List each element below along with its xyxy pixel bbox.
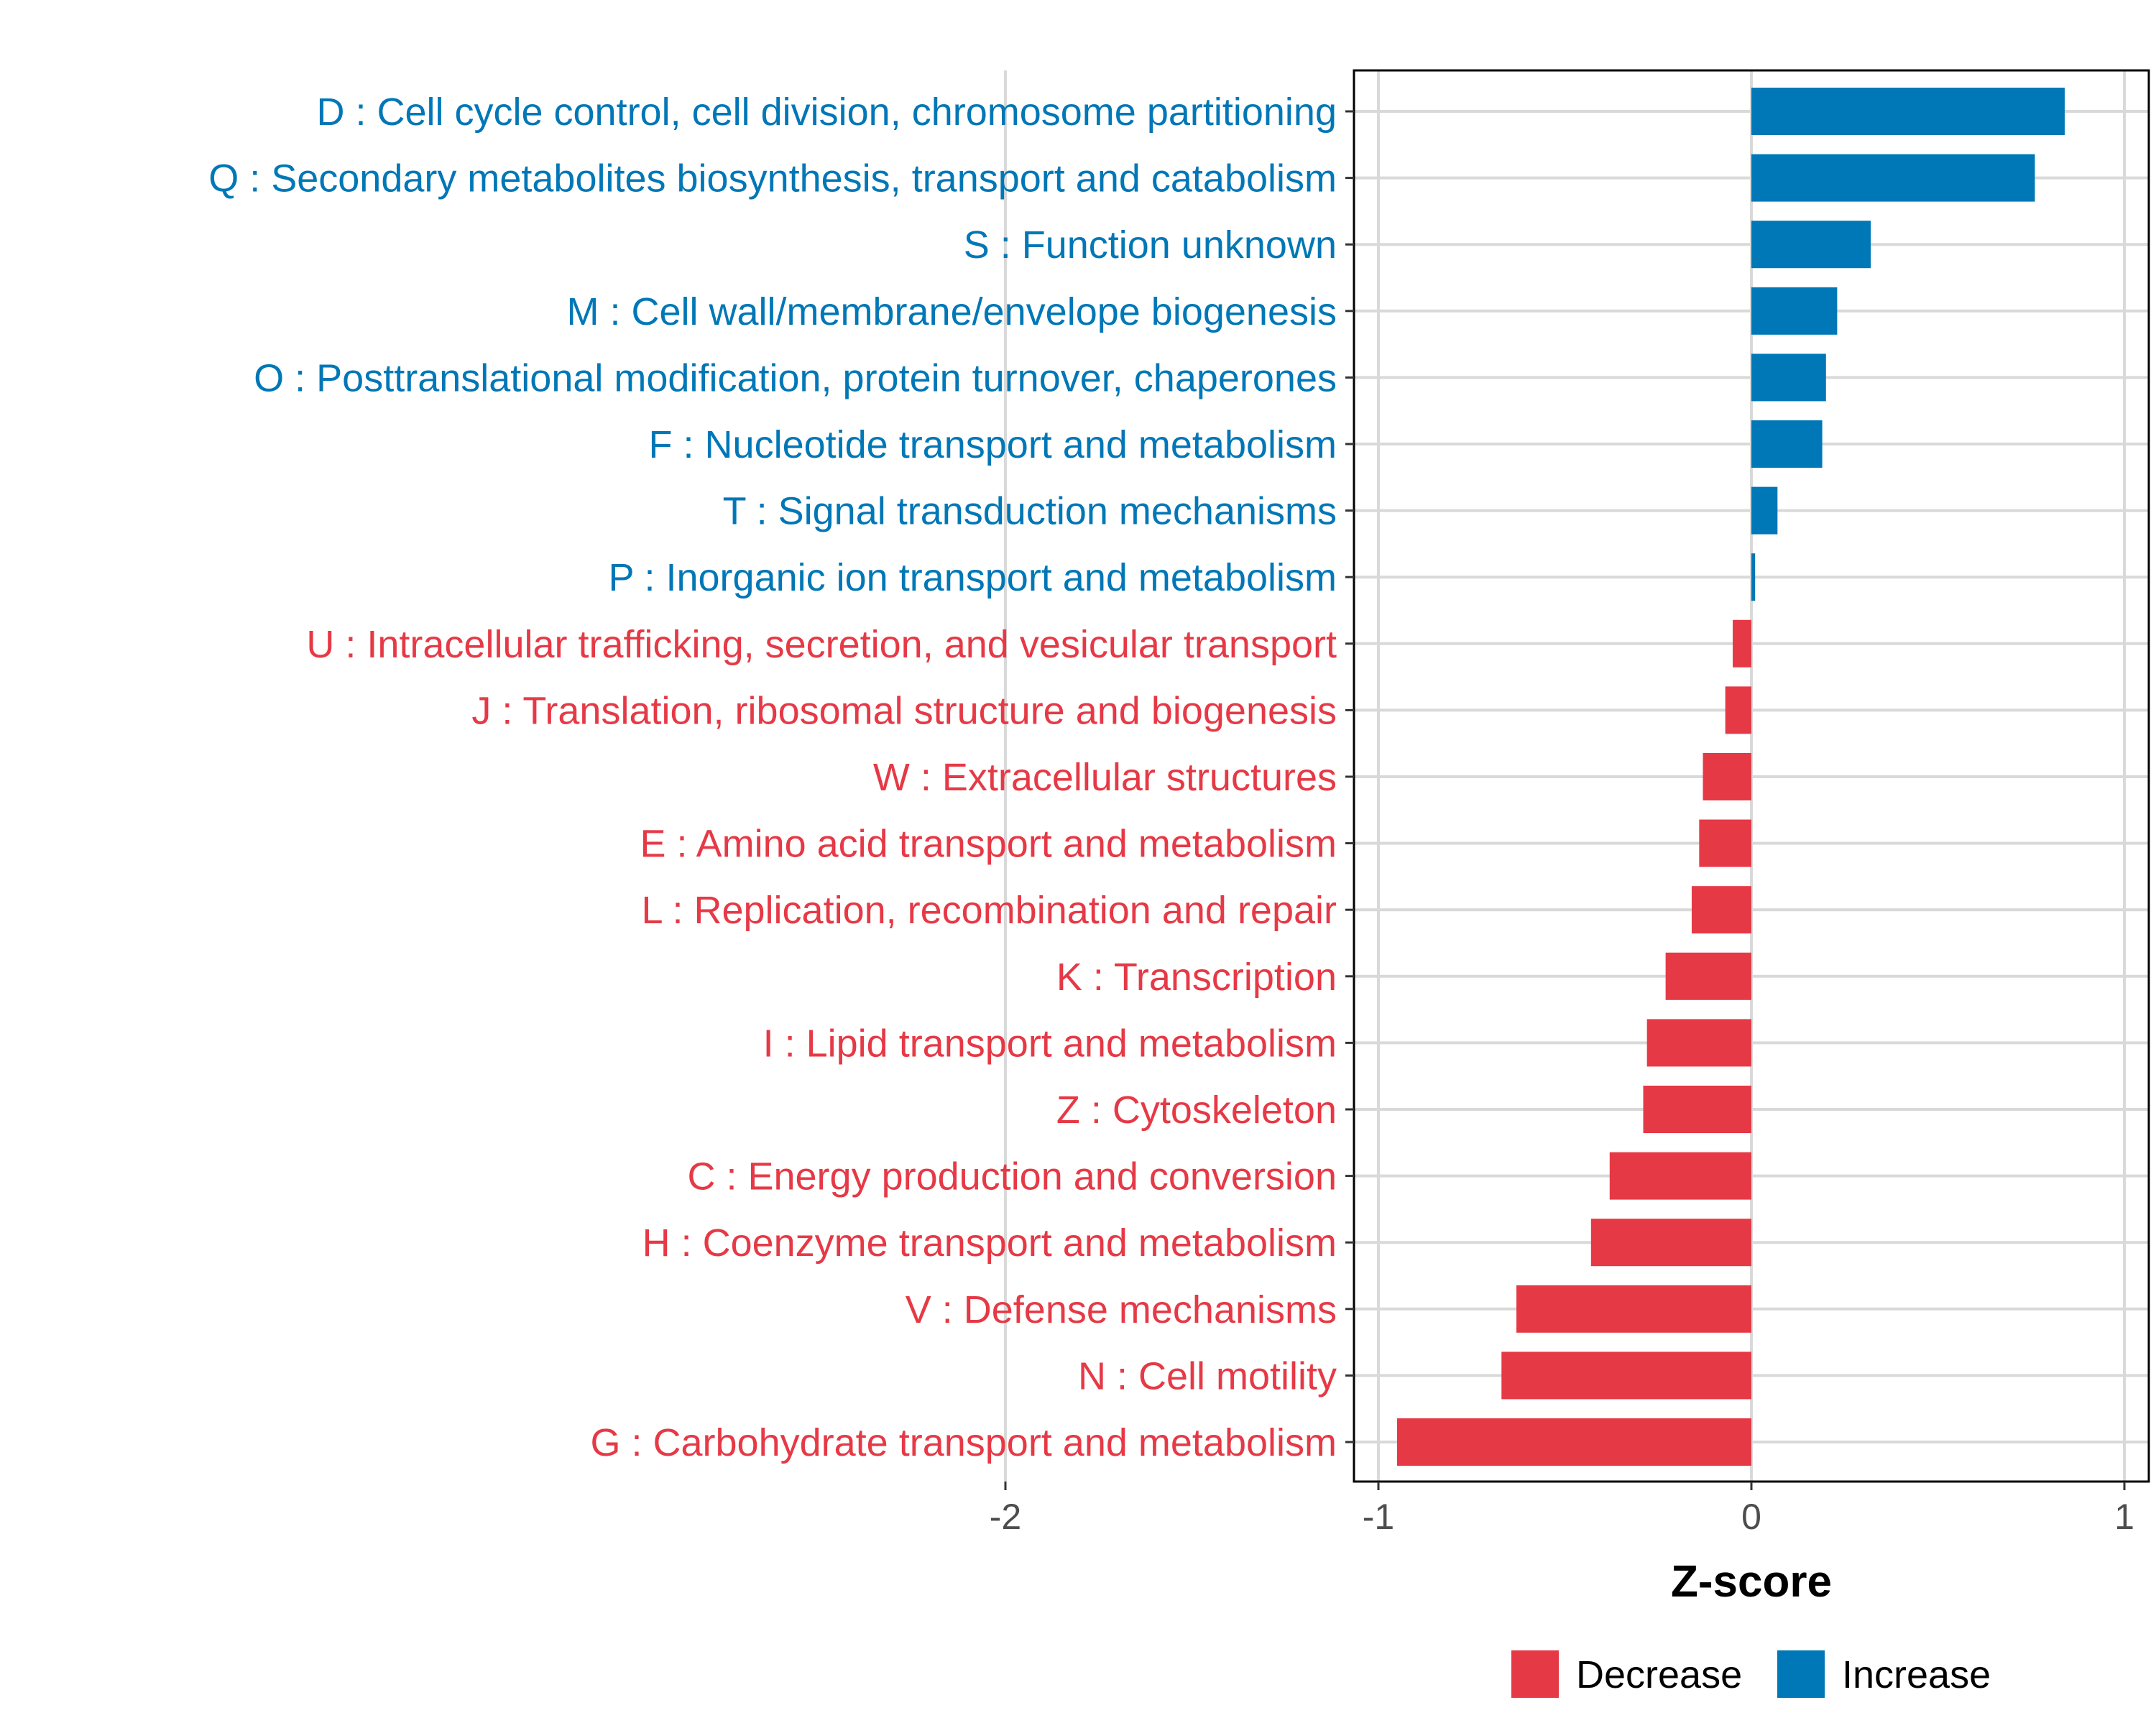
bar <box>1751 354 1826 402</box>
category-label: P : Inorganic ion transport and metaboli… <box>608 556 1337 599</box>
bar <box>1699 819 1751 867</box>
bar <box>1725 686 1751 734</box>
bar <box>1691 886 1751 934</box>
bar <box>1751 486 1778 535</box>
category-label: U : Intracellular trafficking, secretion… <box>306 623 1337 666</box>
category-label: Q : Secondary metabolites biosynthesis, … <box>208 157 1337 200</box>
legend: Decrease Increase <box>1511 1650 1991 1698</box>
bar <box>1751 154 2035 202</box>
bar <box>1609 1152 1751 1200</box>
x-axis: -2-1012 <box>990 1482 2134 1537</box>
legend-key <box>1511 1650 1559 1698</box>
category-label: G : Carbohydrate transport and metabolis… <box>591 1421 1337 1464</box>
bar <box>1751 221 1871 269</box>
bar <box>1751 553 1756 601</box>
x-tick-label: 0 <box>1741 1497 1761 1537</box>
category-label: T : Signal transduction mechanisms <box>723 490 1337 533</box>
x-tick-label: -2 <box>990 1497 1021 1537</box>
bar <box>1590 1219 1751 1267</box>
category-label: K : Transcription <box>1056 956 1337 999</box>
category-label: Z : Cytoskeleton <box>1056 1089 1337 1132</box>
bar <box>1516 1285 1751 1333</box>
category-label: O : Posttranslational modification, prot… <box>254 356 1337 399</box>
category-label: H : Coenzyme transport and metabolism <box>642 1221 1337 1265</box>
x-tick-label: 1 <box>2114 1497 2134 1537</box>
bar <box>1733 619 1751 667</box>
legend-label: Increase <box>1842 1653 1991 1696</box>
bar-layer <box>1396 88 2065 1466</box>
bar <box>1396 1418 1751 1466</box>
bar <box>1665 952 1751 1000</box>
legend-label: Decrease <box>1576 1653 1742 1696</box>
bar <box>1703 753 1751 800</box>
x-tick-label: -1 <box>1363 1497 1394 1537</box>
category-label: F : Nucleotide transport and metabolism <box>649 423 1337 466</box>
category-label: C : Energy production and conversion <box>687 1155 1337 1198</box>
category-label: I : Lipid transport and metabolism <box>763 1022 1337 1065</box>
category-label: E : Amino acid transport and metabolism <box>640 823 1337 866</box>
bar <box>1751 88 2065 135</box>
x-axis-title: Z-score <box>1671 1557 1832 1607</box>
category-label: S : Function unknown <box>964 223 1337 267</box>
bar <box>1501 1352 1751 1400</box>
category-label: W : Extracellular structures <box>873 756 1337 799</box>
category-label: D : Cell cycle control, cell division, c… <box>316 91 1337 134</box>
category-label: V : Defense mechanisms <box>906 1288 1337 1331</box>
bar <box>1751 287 1838 335</box>
bar <box>1751 420 1823 468</box>
y-axis: D : Cell cycle control, cell division, c… <box>208 91 1354 1464</box>
category-label: J : Translation, ribosomal structure and… <box>471 689 1337 732</box>
bar <box>1646 1019 1751 1067</box>
legend-key <box>1777 1650 1825 1698</box>
category-label: M : Cell wall/membrane/envelope biogenes… <box>566 290 1337 333</box>
bar <box>1643 1086 1751 1133</box>
category-label: N : Cell motility <box>1078 1354 1337 1397</box>
category-label: L : Replication, recombination and repai… <box>641 889 1337 932</box>
